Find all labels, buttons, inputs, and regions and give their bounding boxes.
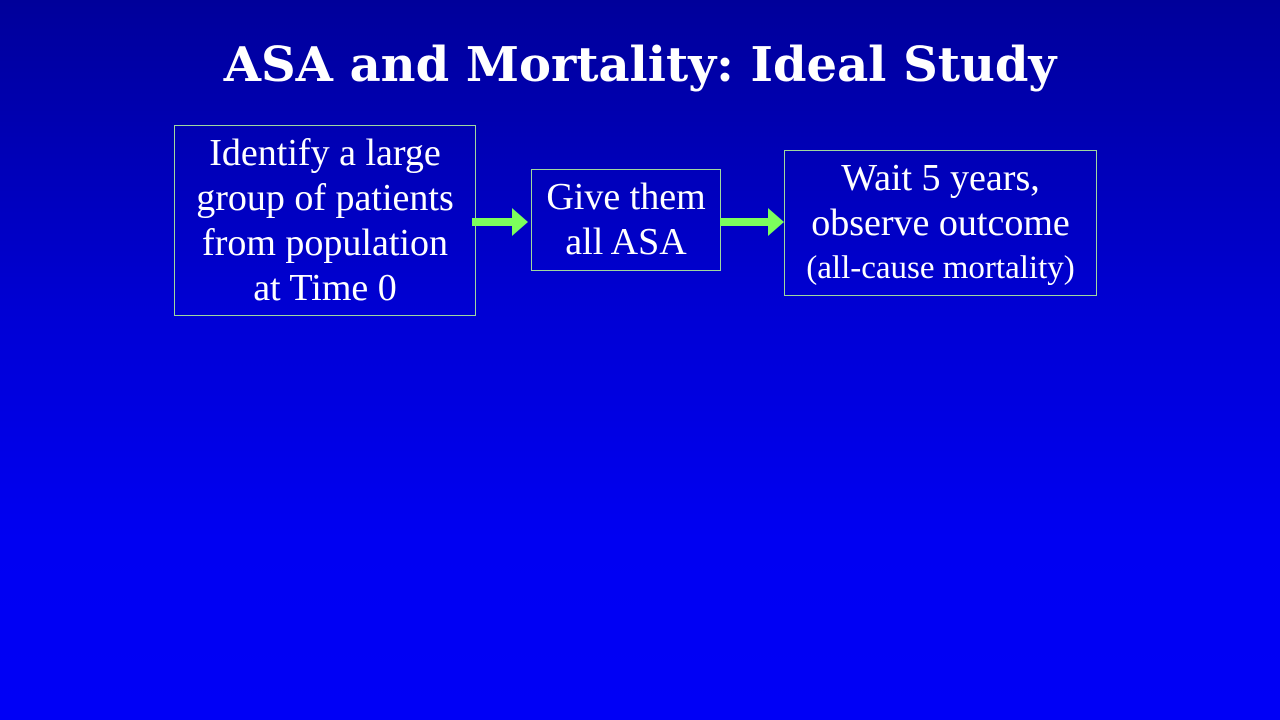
step-text-line: group of patients	[196, 176, 454, 219]
right-arrow-icon	[720, 206, 786, 238]
slide-title: ASA and Mortality: Ideal Study	[223, 37, 1057, 93]
step-text-line: Wait 5 years,	[841, 156, 1040, 199]
step-observe-outcome-box: Wait 5 years, observe outcome (all-cause…	[784, 150, 1097, 296]
right-arrow-icon	[472, 206, 530, 238]
step-text-line: Identify a large	[209, 131, 441, 174]
step-text-line: observe outcome	[811, 201, 1070, 244]
step-text-line: Give them	[546, 176, 706, 218]
step-text-line: (all-cause mortality)	[806, 249, 1075, 286]
step-text-line: all ASA	[565, 221, 687, 263]
step-give-asa-box: Give them all ASA	[531, 169, 721, 271]
step-text-line: from population	[202, 221, 448, 264]
step-text-line: at Time 0	[253, 266, 397, 309]
step-identify-patients-box: Identify a large group of patients from …	[174, 125, 476, 316]
